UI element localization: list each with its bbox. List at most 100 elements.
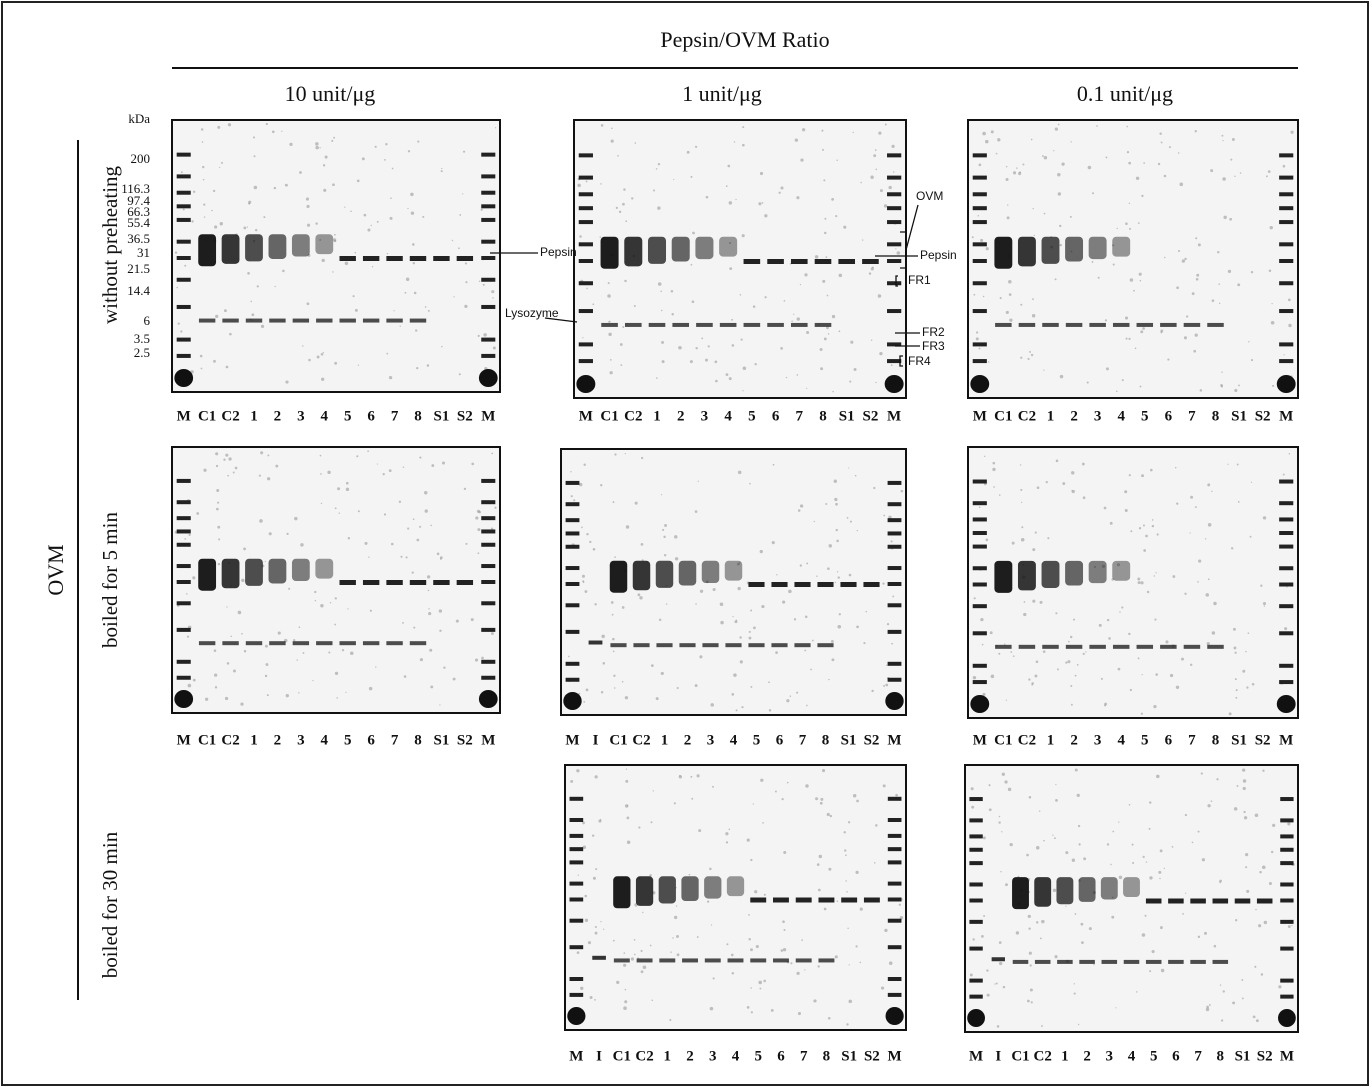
- speckle: [1260, 584, 1263, 587]
- lane-label: S1: [1235, 1048, 1251, 1064]
- speckle: [976, 331, 979, 334]
- speckle: [599, 236, 601, 238]
- lane-label: 3: [707, 732, 715, 748]
- speckle: [900, 489, 904, 493]
- lane-label: 1: [653, 408, 661, 424]
- ladder-band: [565, 502, 580, 507]
- speckle: [1270, 850, 1274, 854]
- band: [995, 644, 1012, 649]
- speckle: [1027, 357, 1030, 360]
- column-header: 0.1 unit/μg: [1077, 81, 1173, 106]
- speckle: [345, 487, 350, 492]
- speckle: [978, 347, 981, 350]
- speckle: [1151, 949, 1155, 954]
- speckle: [694, 684, 698, 688]
- speckle: [868, 272, 872, 275]
- speckle: [1229, 217, 1233, 221]
- speckle: [731, 318, 734, 321]
- speckle: [322, 351, 325, 354]
- speckle: [259, 519, 263, 523]
- speckle: [352, 295, 355, 298]
- speckle: [848, 999, 853, 1004]
- speckle: [1030, 138, 1033, 141]
- speckle: [879, 351, 883, 356]
- speckle: [224, 696, 229, 701]
- lane-label: 2: [274, 408, 282, 424]
- speckle: [582, 337, 584, 339]
- band: [292, 318, 310, 323]
- speckle: [1243, 810, 1246, 814]
- band: [386, 641, 403, 646]
- speckle: [1216, 778, 1219, 781]
- speckle: [1008, 293, 1012, 296]
- column-header: 1 unit/μg: [682, 81, 762, 106]
- speckle: [329, 601, 332, 604]
- speckle: [796, 374, 799, 376]
- speckle: [1157, 162, 1161, 166]
- speckle: [594, 931, 598, 935]
- speckle: [1248, 341, 1250, 343]
- speckle: [1000, 871, 1002, 873]
- speckle: [417, 140, 420, 143]
- ladder-band: [1280, 818, 1294, 823]
- band: [991, 957, 1005, 962]
- speckle: [664, 524, 667, 527]
- band: [841, 897, 858, 903]
- speckle: [1062, 482, 1066, 485]
- lane-label: C1: [609, 732, 627, 748]
- ladder-band: [972, 517, 987, 522]
- band: [773, 897, 789, 903]
- speckle: [422, 215, 425, 218]
- speckle: [256, 285, 259, 288]
- ladder-band: [578, 192, 593, 197]
- speckle: [215, 314, 219, 318]
- speckle: [1191, 292, 1195, 296]
- speckle: [696, 936, 699, 938]
- speckle: [1262, 769, 1265, 772]
- speckle: [1108, 637, 1111, 640]
- band: [632, 560, 651, 591]
- ladder-band: [887, 897, 902, 902]
- speckle: [828, 678, 830, 681]
- lane-label: 7: [1194, 1048, 1202, 1064]
- speckle: [1055, 612, 1058, 615]
- speckle: [1207, 483, 1211, 487]
- speckle: [250, 300, 253, 303]
- lane-label: M: [887, 732, 901, 748]
- speckle: [814, 255, 819, 259]
- speckle: [859, 907, 863, 911]
- speckle: [1284, 627, 1288, 631]
- speckle: [755, 944, 759, 949]
- speckle: [1262, 601, 1267, 606]
- speckle: [376, 220, 379, 223]
- speckle: [728, 241, 732, 245]
- speckle: [780, 346, 783, 350]
- band: [1034, 877, 1052, 907]
- speckle: [594, 775, 598, 779]
- ladder-blob: [970, 695, 990, 713]
- speckle: [431, 464, 435, 467]
- speckle: [663, 535, 666, 539]
- ladder-band: [887, 502, 902, 507]
- speckle: [698, 829, 702, 833]
- speckle: [315, 145, 319, 150]
- speckle: [1160, 968, 1165, 973]
- speckle: [226, 606, 228, 608]
- lane-label: M: [887, 408, 901, 424]
- ladder-band: [569, 897, 584, 902]
- speckle: [240, 702, 244, 706]
- lane-label: 8: [414, 732, 422, 748]
- speckle: [785, 376, 788, 379]
- speckle: [969, 973, 973, 977]
- speckle: [1268, 882, 1272, 886]
- speckle: [1151, 524, 1155, 528]
- speckle: [1055, 798, 1058, 802]
- speckle: [1194, 333, 1198, 337]
- lane-label: 3: [297, 408, 305, 424]
- speckle: [481, 656, 484, 660]
- speckle: [1159, 877, 1161, 880]
- ladder-band: [887, 206, 902, 211]
- ladder-band: [176, 304, 191, 309]
- speckle: [1207, 523, 1212, 527]
- speckle: [782, 600, 786, 604]
